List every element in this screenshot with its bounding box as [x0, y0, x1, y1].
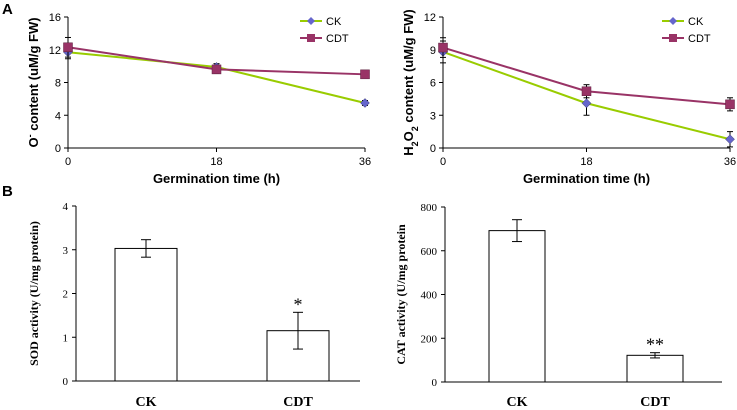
h2o2-y-tick-label: 6 [430, 78, 436, 90]
h2o2-series-ck-point [725, 134, 735, 145]
o2-y-tick-label: 16 [49, 12, 61, 24]
o2-x-tick-label: 18 [210, 156, 222, 168]
h2o2-y-tick-label: 9 [430, 45, 436, 57]
h2o2-y-title-rest: content (uM/g FW) [401, 9, 416, 126]
o2-y-tick-label: 4 [55, 110, 61, 122]
o2-y-axis-title: O- content (uM/g FW) [25, 17, 41, 147]
h2o2-series-cdt-point [725, 99, 735, 110]
h2o2-y-title-sub1: 2 [410, 141, 420, 146]
panel-label-a: A [2, 1, 13, 18]
h2o2-y-tick-label: 12 [424, 12, 436, 24]
sod-y-tick-label: 4 [63, 201, 69, 213]
sod-category-label-ck: CK [136, 395, 157, 410]
h2o2-x-tick-label: 18 [580, 156, 592, 168]
h2o2-x-axis-title: Germination time (h) [523, 171, 650, 186]
cat-y-tick-label: 800 [421, 202, 438, 214]
o2-series-ck-legend-label: CK [326, 16, 342, 28]
o2-series-cdt-legend-marker [307, 34, 315, 42]
cat-bar-cdt [626, 354, 684, 383]
sod-y-tick-label: 2 [63, 289, 69, 301]
h2o2-y-axis-title: H2O2 content (uM/g FW) [401, 9, 420, 156]
o2-y-tick-label: 12 [49, 45, 61, 57]
o2-x-tick-label: 0 [65, 156, 71, 168]
o2-y-title-rest: content (uM/g FW) [26, 17, 41, 134]
cat-y-tick-label: 0 [432, 377, 438, 389]
sod-y-tick-label: 3 [63, 245, 69, 257]
h2o2-y-title-main: H [401, 146, 416, 155]
o2-series-ck-point [360, 98, 370, 108]
panel-label-b: B [2, 183, 13, 200]
sod-category-label-cdt: CDT [283, 395, 313, 410]
cat-y-tick-label: 400 [421, 290, 438, 302]
sod-error-bar-cdt [293, 311, 303, 350]
h2o2-y-tick-label: 3 [430, 110, 436, 122]
cat-y-tick-label: 600 [421, 246, 438, 258]
cat-category-label-cdt: CDT [640, 395, 670, 410]
h2o2-x-tick-label: 0 [440, 156, 446, 168]
h2o2-series-ck-point [581, 98, 592, 109]
cat-y-axis-title: CAT activity (U/mg protein [394, 224, 408, 365]
o2-series-ck-line [67, 51, 366, 104]
o2-series-cdt-legend-label: CDT [326, 33, 349, 45]
sod-significance-marker: * [294, 294, 303, 314]
o2-y-tick-label: 0 [55, 143, 61, 155]
h2o2-series-cdt-point [438, 42, 448, 53]
h2o2-y-title-mid: O [401, 131, 416, 141]
h2o2-x-tick-label: 36 [724, 156, 736, 168]
o2-y-tick-label: 8 [55, 78, 61, 90]
o2-series-cdt-point [211, 64, 222, 75]
cat-significance-marker: ** [646, 335, 664, 355]
h2o2-series-cdt-legend-marker [669, 34, 677, 42]
o2-x-tick-label: 36 [359, 156, 371, 168]
o2-series-cdt-point [63, 42, 73, 53]
h2o2-y-tick-label: 0 [430, 143, 436, 155]
sod-y-tick-label: 0 [63, 376, 69, 388]
h2o2-series-ck-legend-label: CK [688, 16, 704, 28]
sod-y-axis-title: SOD activity (U/mg protein) [27, 221, 41, 366]
cat-y-tick-label: 200 [421, 333, 438, 345]
o2-y-title-sup: - [25, 134, 35, 137]
h2o2-series-cdt-legend-label: CDT [688, 33, 711, 45]
h2o2-series-cdt-point [581, 86, 592, 96]
o2-y-title-main: O [26, 137, 41, 147]
cat-category-label-ck: CK [507, 395, 528, 410]
h2o2-y-title-sub2: 2 [410, 126, 420, 131]
sod-bar-ck [114, 247, 178, 382]
h2o2-series-ck-legend-marker [669, 17, 677, 25]
sod-error-bar-ck [141, 239, 151, 258]
o2-x-axis-title: Germination time (h) [153, 171, 280, 186]
cat-error-bar-cdt [650, 352, 660, 359]
o2-series-cdt-point [360, 69, 370, 80]
cat-bar-ck [488, 230, 546, 383]
o2-series-ck-legend-marker [307, 17, 315, 25]
sod-y-tick-label: 1 [63, 332, 69, 344]
cat-error-bar-ck [512, 219, 522, 243]
